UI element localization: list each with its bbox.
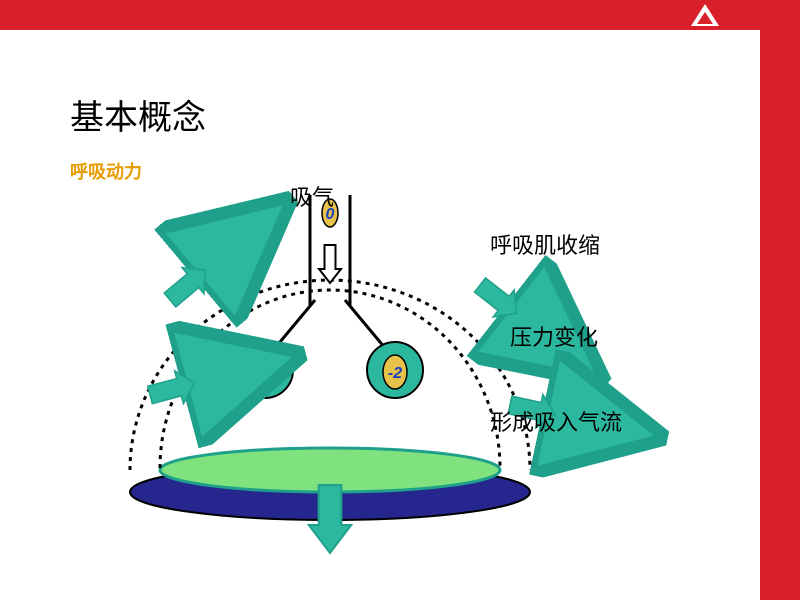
right-bar [760,0,800,600]
svg-text:-2: -2 [258,365,272,382]
svg-text:-2: -2 [388,365,402,382]
label-right-1: 呼吸肌收缩 [490,228,600,260]
brand-logo-icon [691,4,719,26]
label-top: 吸气 [290,180,334,212]
label-right-3: 形成吸入气流 [490,405,622,437]
label-right-2: 压力变化 [510,320,598,352]
slide-content: 基本概念 呼吸动力 0-2-2 吸气 呼吸肌收缩 压力变化 形成吸入气流 [0,30,760,600]
slide-title: 基本概念 [70,90,206,139]
